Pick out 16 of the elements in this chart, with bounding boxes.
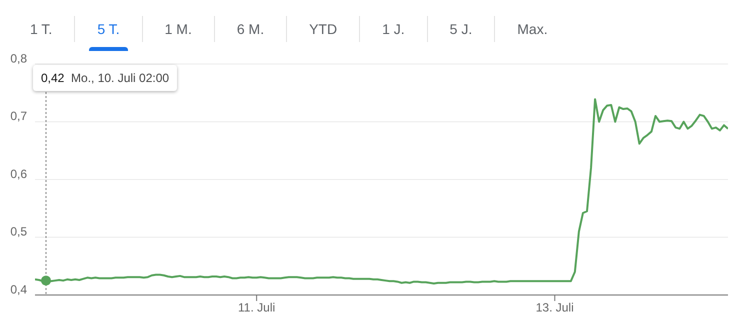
y-tick-label: 0,5 — [10, 224, 28, 239]
y-tick-label: 0,4 — [10, 282, 28, 296]
annotation: 0,42 Mo., 10. Juli 02:00 — [33, 65, 178, 91]
text: YTD — [308, 20, 338, 39]
text: Max. — [516, 20, 549, 39]
text: 6 M. — [236, 20, 266, 39]
text: 5 J. — [448, 20, 474, 39]
x-tick-label: 11. Juli — [238, 300, 276, 315]
text: 5 T. — [96, 20, 121, 39]
y-tick-label: 0,6 — [10, 166, 28, 181]
x-tick-label: 13. Juli — [536, 300, 574, 315]
text: 1 M. — [164, 20, 193, 39]
y-tick-label: 0,7 — [10, 109, 28, 124]
text: 1 J. — [381, 20, 406, 39]
text: 1 T. — [29, 20, 54, 39]
y-tick-label: 0,8 — [10, 51, 28, 66]
